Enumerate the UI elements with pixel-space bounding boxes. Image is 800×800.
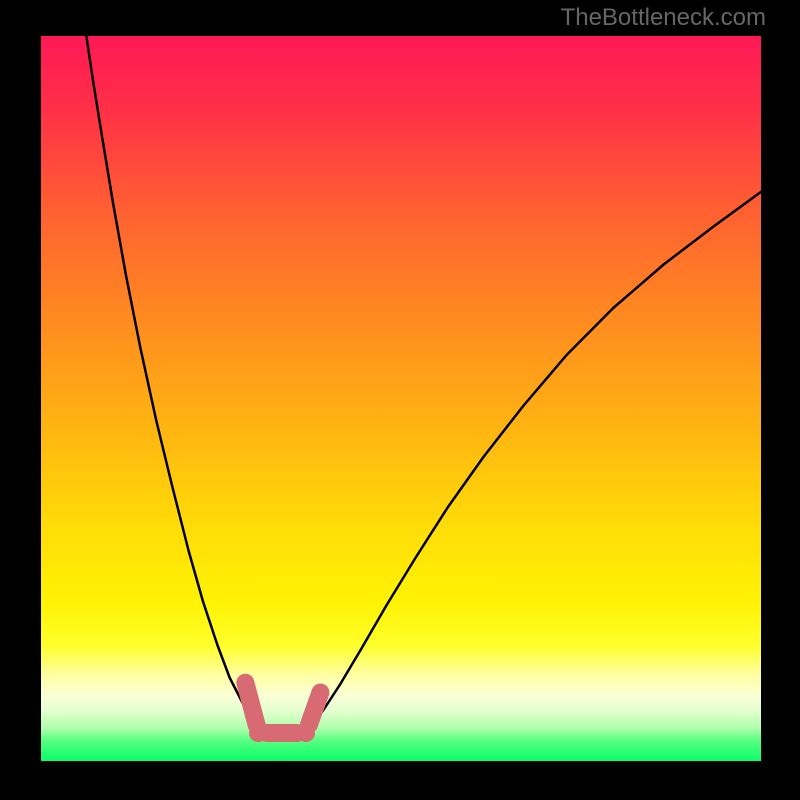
plot-area bbox=[41, 36, 761, 761]
curve-svg bbox=[41, 36, 761, 761]
curve-right bbox=[297, 192, 761, 738]
chart-container: TheBottleneck.com bbox=[0, 0, 800, 800]
watermark-text: TheBottleneck.com bbox=[561, 4, 766, 31]
watermark: TheBottleneck.com bbox=[561, 4, 766, 32]
curve-left bbox=[86, 36, 278, 738]
